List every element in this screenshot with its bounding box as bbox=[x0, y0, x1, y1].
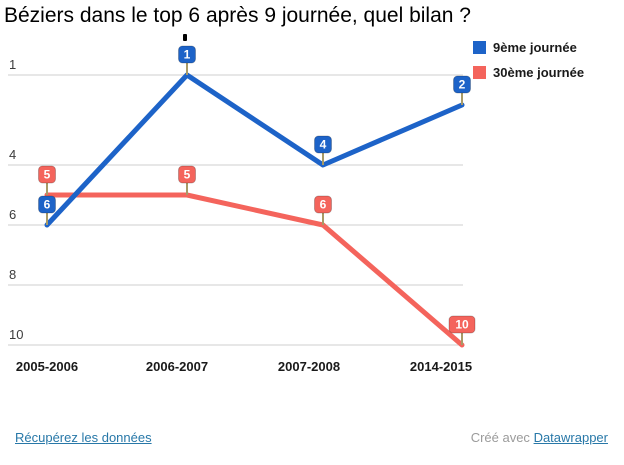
value-badge bbox=[38, 195, 56, 214]
y-tick-label: 10 bbox=[9, 327, 23, 342]
value-badge bbox=[453, 75, 471, 94]
get-the-data-link[interactable]: Récupérez les données bbox=[15, 430, 152, 445]
value-badge bbox=[178, 165, 196, 184]
legend: 9ème journée 30ème journée bbox=[473, 40, 584, 90]
value-badge-label: 10 bbox=[455, 318, 469, 332]
value-badge-label: 1 bbox=[184, 48, 191, 62]
credit-prefix: Créé avec bbox=[470, 430, 530, 445]
series-line-9-me-journ-e bbox=[44, 72, 465, 228]
value-badge bbox=[448, 315, 476, 334]
legend-label: 9ème journée bbox=[493, 40, 577, 55]
x-axis-label: 2007-2008 bbox=[278, 359, 340, 374]
legend-item-30eme-journee: 30ème journée bbox=[473, 65, 584, 80]
series-line-30-me-journ-e bbox=[44, 192, 465, 348]
value-badge bbox=[314, 135, 332, 154]
value-badge bbox=[314, 195, 332, 214]
value-badge-label: 6 bbox=[44, 198, 51, 212]
x-axis-label: 2005-2006 bbox=[16, 359, 78, 374]
line-chart-plot: 1 4 6 8 10 2005-2006 2006-2007 2007-2008 2014-20… bbox=[8, 45, 476, 374]
legend-item-9eme-journee: 9ème journée bbox=[473, 40, 584, 55]
value-badge bbox=[38, 165, 56, 184]
value-badge-label: 5 bbox=[44, 168, 51, 182]
value-badge bbox=[178, 45, 196, 64]
x-axis-label: 2014-2015 bbox=[410, 359, 472, 374]
y-tick-label: 1 bbox=[9, 57, 16, 72]
y-tick-label: 8 bbox=[9, 267, 16, 282]
value-badge-label: 6 bbox=[320, 198, 327, 212]
x-axis-label: 2006-2007 bbox=[146, 359, 208, 374]
legend-label: 30ème journée bbox=[493, 65, 585, 80]
y-tick-label: 4 bbox=[9, 147, 16, 162]
chart-footer: Récupérez les données Créé avec Datawrap… bbox=[0, 430, 624, 450]
chart-title: Béziers dans le top 6 après 9 journée, q… bbox=[4, 4, 471, 27]
legend-swatch-red-icon bbox=[473, 66, 486, 79]
y-tick-label: 6 bbox=[9, 207, 16, 222]
datawrapper-link[interactable]: Datawrapper bbox=[533, 430, 608, 445]
legend-swatch-blue-icon bbox=[473, 41, 486, 54]
value-badge-label: 4 bbox=[320, 138, 327, 152]
value-badge-label: 2 bbox=[459, 78, 466, 92]
subtitle-dash bbox=[183, 34, 187, 41]
credit-line: Créé avec Datawrapper bbox=[471, 430, 608, 445]
value-badge-label: 5 bbox=[184, 168, 191, 182]
